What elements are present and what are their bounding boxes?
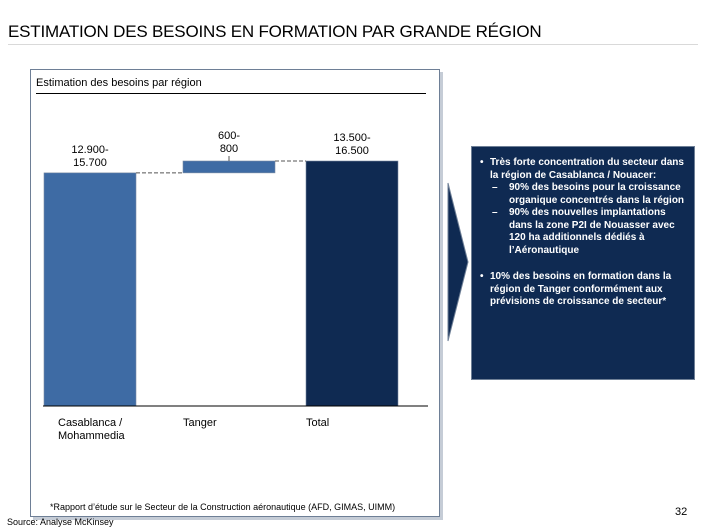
bullet-second: 10% des besoins en formation dans la rég… <box>480 271 686 309</box>
value-label-line: 12.900- <box>71 143 109 156</box>
value-label-2: 600- 800 <box>183 130 275 156</box>
page-number: 32 <box>675 506 688 518</box>
bar-1 <box>43 172 137 407</box>
chart-title: Estimation des besoins par région <box>36 77 202 89</box>
source-note: Source: Analyse McKinsey <box>7 517 114 527</box>
chevron-arrow-icon <box>447 182 469 342</box>
value-label-line: 15.700 <box>73 156 107 169</box>
bullet-main: Très forte concentration du secteur dans… <box>480 157 686 182</box>
category-label-line: Total <box>306 417 330 429</box>
category-label-line: Casablanca / <box>58 417 123 429</box>
chart-title-rule <box>36 93 426 94</box>
bullet-sub-2: 90% des nouvelles implantations dans la … <box>492 207 686 257</box>
bullet-panel: Très forte concentration du secteur dans… <box>471 146 695 380</box>
category-label-3: Total <box>306 417 329 430</box>
category-label-line: Tanger <box>183 417 217 429</box>
category-label-line: Mohammedia <box>58 430 125 442</box>
value-label-line: 13.500- <box>333 132 371 144</box>
value-label-line: 16.500 <box>335 145 369 157</box>
category-label-2: Tanger <box>183 417 217 430</box>
title-divider <box>8 44 698 45</box>
value-label-3: 13.500- 16.500 <box>306 132 398 158</box>
footnote: *Rapport d’étude sur le Secteur de la Co… <box>50 502 396 512</box>
category-label-1: Casablanca / Mohammedia <box>58 417 125 443</box>
bar-3 <box>305 160 399 407</box>
value-label-line: 600- <box>217 130 241 142</box>
value-label-1: 12.900- 15.700 <box>44 144 136 170</box>
value-label-line: 800 <box>219 143 239 155</box>
bullet-sub-1: 90% des besoins pour la croissance organ… <box>492 182 686 207</box>
bar-2 <box>182 160 276 174</box>
slide-title: ESTIMATION DES BESOINS EN FORMATION PAR … <box>8 22 542 41</box>
